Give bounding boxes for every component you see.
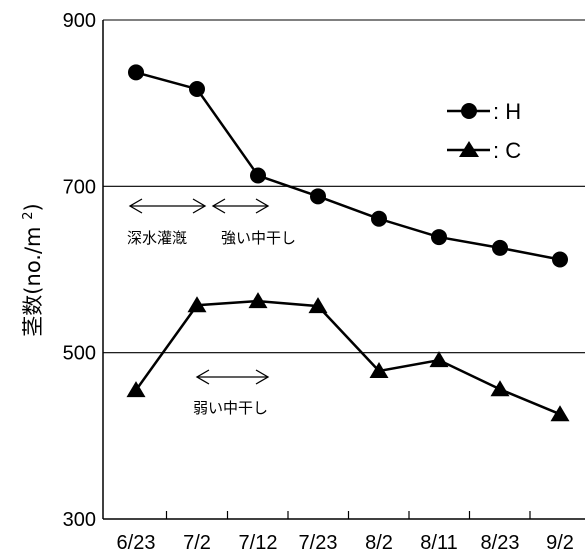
data-point-h	[492, 239, 508, 256]
x-tick-label: 8/23	[481, 532, 520, 554]
circle-marker-icon	[461, 103, 477, 119]
series-layer	[126, 64, 570, 422]
double-arrow-icon	[195, 369, 270, 385]
annotation-text-strong-drain: 強い中干し	[221, 229, 296, 247]
annotation-text-deep-water: 深水灌漑	[127, 229, 187, 247]
data-point-c	[187, 296, 207, 313]
y-tick-label: 300	[63, 509, 96, 531]
data-point-c	[550, 405, 570, 422]
x-tick-label: 7/23	[299, 532, 338, 554]
legend-item-h: : H	[447, 99, 521, 124]
series-line-c	[134, 299, 561, 416]
data-point-c	[429, 351, 449, 368]
y-tick-label: 700	[63, 176, 96, 198]
x-tick-label: 7/12	[239, 532, 278, 554]
gridlines	[103, 185, 585, 354]
data-point-c	[369, 361, 389, 378]
data-point-c	[308, 297, 328, 314]
double-arrow-icon	[211, 198, 270, 214]
x-tick-label: 6/23	[117, 532, 156, 554]
legend-label-h: : H	[493, 99, 521, 124]
data-point-h	[250, 167, 266, 184]
legend: : H : C	[447, 99, 521, 163]
double-arrow-icon	[128, 198, 207, 214]
legend-item-c: : C	[447, 138, 521, 163]
data-point-c	[126, 381, 146, 398]
y-tick-label: 500	[63, 343, 96, 365]
data-point-c	[490, 380, 510, 397]
y-axis-title-main: 茎数(no./m	[21, 226, 45, 336]
annotation-strong-drain: 強い中干し	[211, 198, 296, 247]
x-tick-label: 9/2	[546, 532, 574, 554]
data-point-h	[552, 251, 568, 268]
series-h	[128, 64, 568, 268]
y-axis-title: 茎数(no./m 2)	[21, 203, 45, 336]
y-axis-title-superscript: 2	[21, 212, 36, 220]
triangle-marker-icon	[459, 141, 479, 157]
annotation-deep-water: 深水灌漑	[127, 198, 207, 247]
data-point-h	[128, 64, 144, 81]
x-tick-label: 8/2	[365, 532, 393, 554]
data-point-h	[189, 81, 205, 98]
y-axis-title-close: )	[21, 203, 45, 211]
annotation-weak-drain: 弱い中干し	[193, 369, 270, 417]
data-point-h	[431, 229, 447, 246]
series-c	[126, 292, 570, 422]
x-tick-label: 8/11	[420, 532, 457, 554]
x-axis-ticks: 6/23 7/2 7/12 7/23 8/2 8/11 8/23 9/2	[117, 511, 574, 554]
series-line-h	[135, 71, 561, 261]
legend-label-c: : C	[493, 138, 521, 163]
y-tick-label: 900	[63, 10, 96, 32]
data-point-h	[371, 210, 387, 227]
annotation-text-weak-drain: 弱い中干し	[193, 399, 268, 417]
data-point-c	[248, 292, 268, 309]
y-axis-ticks: 900 700 500 300	[63, 10, 96, 531]
data-point-h	[310, 188, 326, 205]
x-tick-label: 7/2	[183, 532, 211, 554]
